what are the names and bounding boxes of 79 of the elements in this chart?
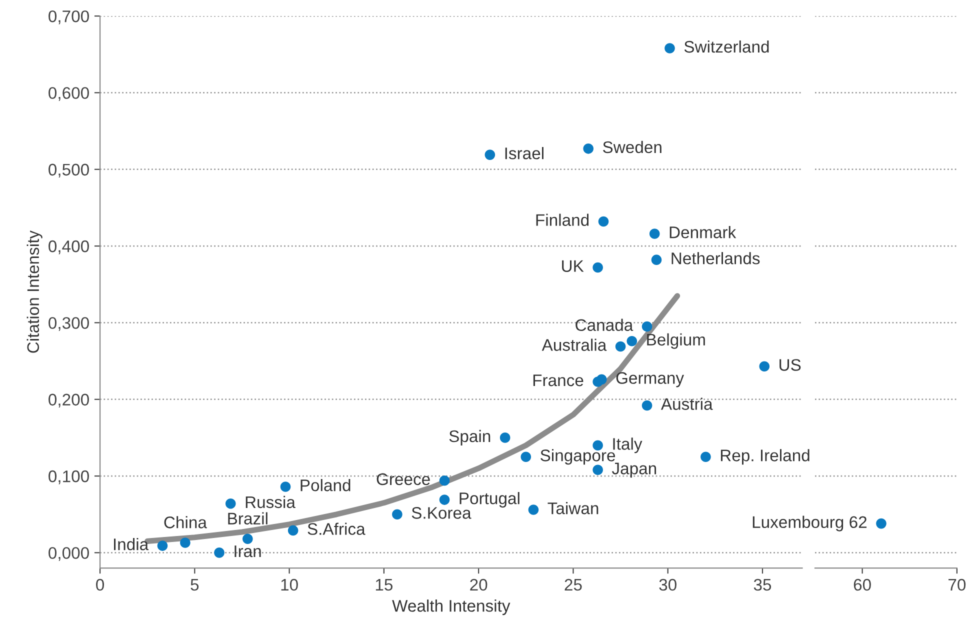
y-tick-label: 0,100	[48, 470, 89, 484]
annotation: Greece	[376, 473, 430, 486]
point	[596, 374, 607, 385]
point	[180, 538, 190, 548]
point	[392, 509, 402, 520]
annotation: Switzerland	[684, 40, 769, 53]
y-tick-label: 0,000	[48, 547, 89, 561]
x-tick-label: 25	[564, 578, 582, 591]
point	[214, 548, 224, 558]
point	[642, 321, 652, 332]
annotation: Rep. Ireland	[720, 449, 810, 465]
annotation: Australia	[542, 338, 607, 351]
annotation: Russia	[246, 496, 296, 508]
y-tick-label: 0,400	[48, 240, 89, 254]
y-tick-label: 0,700	[48, 10, 89, 24]
point	[484, 150, 496, 160]
annotation: Iran	[234, 546, 261, 558]
annotation: Netherlands	[672, 252, 760, 264]
annotation: Singapore	[540, 449, 616, 465]
point	[592, 262, 603, 273]
annotation: Finland	[536, 214, 589, 226]
point	[642, 400, 652, 411]
x-tick-label: 30	[659, 578, 676, 591]
annotation: S.Africa	[308, 522, 366, 535]
point	[528, 504, 539, 515]
point	[700, 452, 711, 462]
annotation: Portugal	[460, 492, 520, 508]
point	[626, 336, 638, 346]
annotation: UK	[562, 260, 584, 272]
annotation: Sweden	[603, 140, 662, 154]
annotation: Belgium	[647, 333, 705, 349]
annotation: Taiwan	[548, 502, 598, 514]
y-tick-label: 0,300	[48, 317, 89, 331]
annotation: Brazil	[228, 512, 268, 524]
annotation: US	[780, 359, 801, 371]
annotation: Canada	[576, 318, 634, 332]
x-tick-label: 0	[96, 578, 104, 591]
annotation: Italy	[613, 438, 642, 454]
point	[280, 482, 291, 492]
y-tick-label: 0,500	[48, 164, 89, 178]
annotation: Japan	[612, 462, 656, 478]
annotation: Israel	[505, 147, 544, 160]
point	[598, 216, 609, 227]
point	[664, 43, 675, 54]
point	[592, 464, 603, 476]
point	[157, 540, 168, 551]
point	[759, 361, 770, 372]
x-tick-label: 10	[281, 578, 298, 591]
annotation: Luxembourg 62	[752, 516, 867, 532]
annotation: Germany	[616, 372, 684, 388]
annotation: Spain	[449, 430, 490, 446]
x-tick-label: 70	[948, 578, 966, 591]
x-tick-label: 5	[190, 579, 199, 591]
x-tick-label: 15	[376, 579, 393, 591]
point	[242, 534, 253, 544]
y-tick-label: 0,600	[48, 87, 89, 101]
annotation: Poland	[300, 478, 350, 492]
point	[439, 494, 450, 505]
x-axis-title: Wealth Intensity	[392, 600, 510, 616]
x-tick-label: 60	[854, 578, 871, 591]
y-axis-title: Citation Intensity	[26, 230, 42, 353]
point	[225, 498, 236, 509]
point	[583, 144, 594, 154]
point	[439, 475, 450, 486]
point	[651, 254, 662, 265]
annotation: Austria	[660, 398, 713, 410]
point	[288, 525, 298, 536]
point	[520, 452, 532, 462]
annotation: Denmark	[670, 226, 736, 238]
x-tick-label: 35	[754, 578, 772, 591]
annotation: France	[533, 374, 584, 386]
point	[649, 228, 660, 239]
annotation: China	[164, 516, 207, 528]
annotation: India	[114, 538, 149, 550]
point	[615, 341, 626, 352]
y-tick-label: 0,200	[48, 394, 89, 408]
annotation: S.Korea	[412, 507, 472, 519]
x-tick-label: 20	[470, 578, 488, 591]
point	[500, 432, 510, 443]
